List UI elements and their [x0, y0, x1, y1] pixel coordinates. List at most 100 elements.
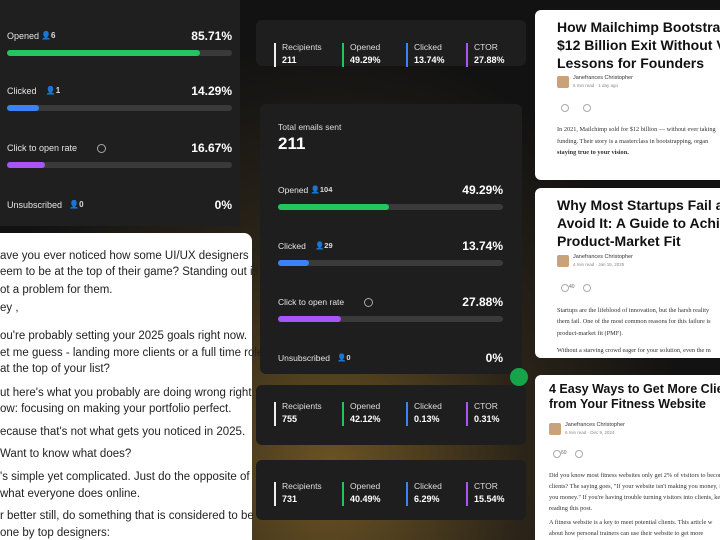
bar: [278, 260, 309, 266]
email-line: 's simple yet complicated. Just do the o…: [0, 471, 250, 483]
summary-label: Opened: [350, 401, 381, 411]
email-line: ot a problem for them.: [0, 284, 113, 296]
email-line: ey ,: [0, 302, 19, 314]
separator: [342, 43, 344, 67]
count: 👤1: [45, 86, 61, 95]
summary-value: 15.54%: [474, 494, 505, 504]
rate: 14.29%: [191, 84, 232, 98]
stat-label: Click to open rate: [278, 297, 345, 307]
avatar: [549, 423, 561, 435]
article-title: from Your Fitness Website: [549, 397, 706, 411]
separator: [342, 402, 344, 426]
article-card: [535, 188, 720, 358]
summary-label: CTOR: [474, 401, 498, 411]
author: Janefrances Christopher: [573, 75, 633, 81]
summary-value: 27.88%: [474, 55, 505, 65]
summary-value: 0.13%: [414, 414, 440, 424]
email-line: one by top designers:: [0, 527, 110, 539]
info-icon: [363, 298, 373, 307]
bar: [7, 50, 200, 56]
summary-value: 211: [282, 55, 297, 65]
stat-label: Opened: [7, 31, 40, 41]
icon-row: [561, 284, 569, 292]
meta: 6 min read · Dec 9, 2024: [565, 430, 615, 435]
summary-label: Opened: [350, 481, 381, 491]
rate: 49.29%: [462, 183, 503, 197]
separator: [274, 482, 276, 506]
summary-value: 0.31%: [474, 414, 500, 424]
separator: [406, 482, 408, 506]
email-line: at the top of your list?: [0, 363, 110, 375]
bar-track: [278, 260, 503, 266]
email-line: r better still, do something that is con…: [0, 510, 254, 522]
bar-track: [7, 105, 232, 111]
comment-icon: [583, 284, 591, 292]
stat-label: Click to open rate: [7, 143, 78, 153]
summary-label: Recipients: [282, 42, 322, 52]
status-dot: [510, 368, 528, 386]
email-line: ou're probably setting your 2025 goals r…: [0, 330, 248, 342]
separator: [342, 482, 344, 506]
summary-value: 731: [282, 494, 298, 504]
rate: 27.88%: [462, 295, 503, 309]
bar-track: [7, 162, 232, 168]
summary-value: 49.29%: [350, 55, 381, 65]
author: Janefrances Christopher: [573, 254, 633, 260]
article-title: 4 Easy Ways to Get More Clients: [549, 382, 720, 396]
icon-row: [561, 104, 569, 112]
email-line: Want to know what does?: [0, 448, 132, 460]
bar-track: [278, 316, 503, 322]
summary-value: 755: [282, 414, 298, 424]
bar-track: [278, 204, 503, 210]
avatar: [557, 255, 569, 267]
comment-icon: [583, 104, 591, 112]
article-card: [535, 10, 720, 180]
summary-label: Clicked: [414, 42, 442, 52]
article-body: In 2021, Mailchimp sold for $12 billion …: [557, 126, 716, 133]
separator: [274, 43, 276, 67]
stat-label: Opened: [278, 185, 309, 195]
bar: [278, 316, 341, 322]
count: 👤0: [69, 200, 84, 209]
rate: 0%: [214, 198, 232, 212]
article-body: A fitness website is a key to meet poten…: [549, 519, 713, 526]
article-body: product-market fit (PMF).: [557, 330, 623, 337]
info-icon: [97, 144, 107, 153]
bar: [7, 105, 40, 111]
separator: [466, 402, 468, 426]
summary-card: [256, 20, 526, 66]
rate: 13.74%: [462, 239, 503, 253]
overview-title: Total emails sent: [278, 122, 342, 132]
bar: [278, 204, 389, 210]
email-line: ow: focusing on making your portfolio pe…: [0, 403, 232, 415]
email-card: [0, 233, 252, 540]
article-title: Why Most Startups Fail and H: [557, 197, 720, 213]
article-body: you money." If you're having trouble tur…: [549, 494, 720, 501]
summary-label: Clicked: [414, 481, 442, 491]
overview-card: [260, 104, 522, 374]
comment-icon: [575, 450, 583, 458]
rate: 0%: [485, 351, 503, 365]
bar: [7, 162, 45, 168]
stat: 40: [569, 284, 575, 290]
article-body: about how personal trainers can use thei…: [549, 530, 704, 537]
summary-label: Clicked: [414, 401, 442, 411]
summary-card: [256, 460, 526, 520]
stat: 60: [561, 450, 567, 456]
email-line: what everyone does online.: [0, 488, 141, 500]
article-body: Without a starving crowd eager for your …: [557, 347, 711, 354]
author: Janefrances Christopher: [565, 422, 625, 428]
separator: [406, 43, 408, 67]
summary-value: 6.29%: [414, 494, 440, 504]
rate: 85.71%: [191, 29, 232, 43]
email-line: ave you ever noticed how some UI/UX desi…: [0, 250, 249, 262]
article-title: How Mailchimp Bootstrapped: [557, 19, 720, 35]
email-line: eem to be at the top of their game? Stan…: [0, 266, 259, 278]
email-line: ecause that's not what gets you noticed …: [0, 426, 246, 438]
stat-label: Unsubscribed: [278, 353, 330, 363]
count: 👤29: [314, 241, 333, 250]
article-body: Did you know most fitness websites only …: [549, 472, 720, 479]
article-body: Startups are the lifeblood of innovation…: [557, 307, 710, 314]
summary-value: 42.12%: [350, 414, 381, 424]
